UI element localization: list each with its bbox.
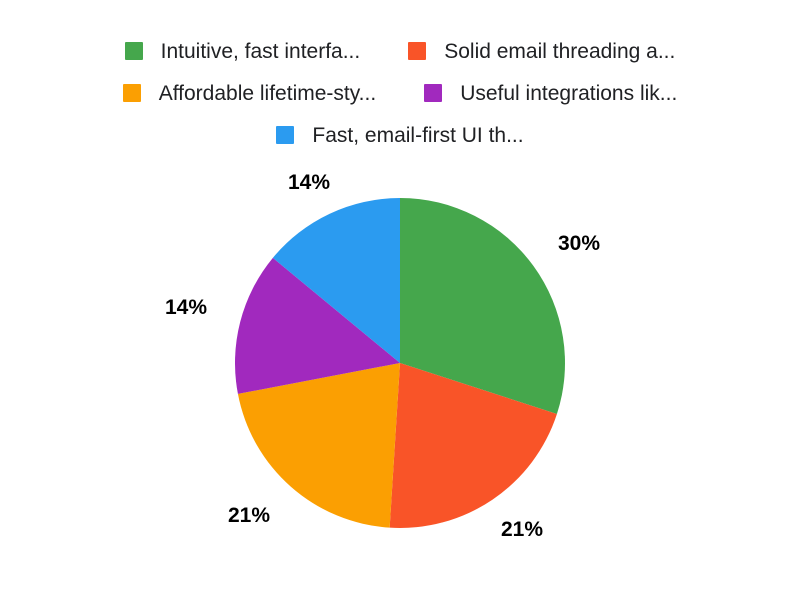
legend-row: Fast, email-first UI th... (0, 114, 800, 156)
legend-color-swatch-icon (276, 126, 295, 144)
legend-color-swatch-icon (424, 84, 443, 102)
pie-plot-area (235, 198, 565, 528)
pie-slice[interactable] (389, 363, 557, 528)
pie-slice[interactable] (237, 363, 400, 528)
legend-item-1[interactable]: Solid email threading a... (408, 30, 675, 72)
slice-value-label: 21% (228, 504, 271, 527)
legend-row: Intuitive, fast interfa... Solid email t… (0, 30, 800, 72)
legend-color-swatch-icon (122, 84, 141, 102)
legend-row: Affordable lifetime-sty... Useful integr… (0, 72, 800, 114)
pie-slice[interactable] (235, 257, 400, 394)
slice-value-label: 30% (558, 232, 601, 255)
legend-item-0[interactable]: Intuitive, fast interfa... (124, 30, 361, 72)
chart-legend: Intuitive, fast interfa... Solid email t… (0, 30, 800, 156)
legend-item-label: Fast, email-first UI th... (312, 123, 524, 147)
legend-spacer (376, 93, 424, 94)
pie-svg (235, 198, 565, 528)
legend-item-label: Useful integrations lik... (460, 81, 678, 105)
legend-item-2[interactable]: Affordable lifetime-sty... (122, 72, 377, 114)
pie-slice[interactable] (400, 198, 565, 414)
legend-item-3[interactable]: Useful integrations lik... (424, 72, 677, 114)
pie-slice[interactable] (272, 198, 400, 363)
legend-color-swatch-icon (124, 42, 143, 60)
legend-spacer (360, 51, 408, 52)
legend-item-label: Solid email threading a... (444, 39, 676, 63)
legend-item-label: Affordable lifetime-sty... (158, 81, 377, 105)
slice-value-label: 21% (501, 518, 544, 541)
legend-item-4[interactable]: Fast, email-first UI th... (276, 114, 524, 156)
legend-color-swatch-icon (408, 42, 427, 60)
legend-item-label: Intuitive, fast interfa... (160, 39, 361, 63)
slice-value-label: 14% (165, 296, 208, 319)
slice-value-label: 14% (288, 171, 331, 194)
